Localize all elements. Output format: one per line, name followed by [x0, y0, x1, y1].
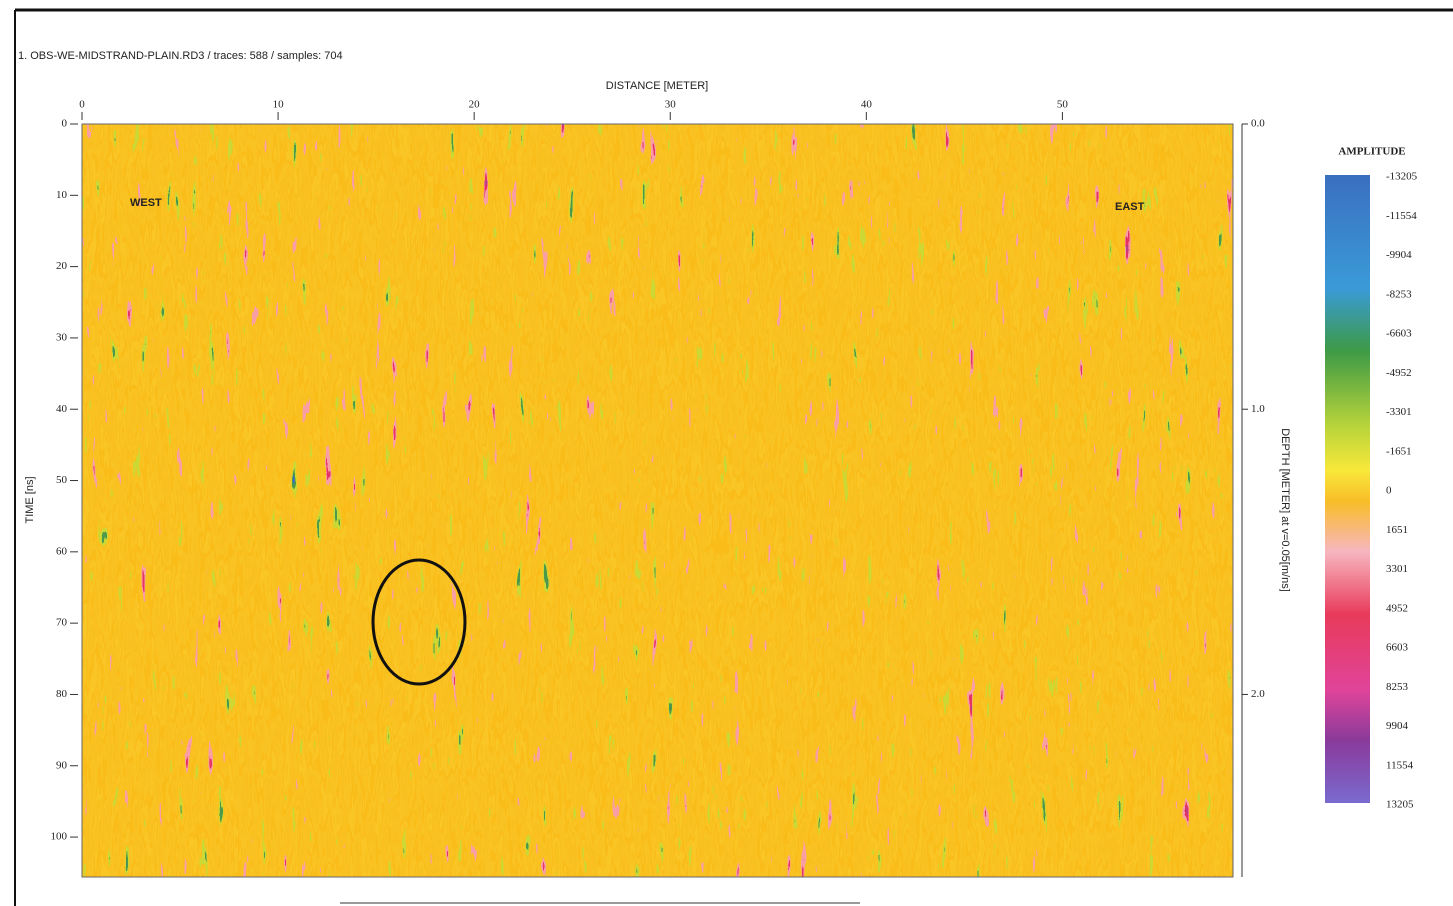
y-tick-label: 80 [56, 688, 68, 700]
y-tick-label: 30 [56, 331, 68, 343]
y2-axis-label: DEPTH [METER] at v=0.05[m/ns] [1279, 428, 1291, 592]
colorbar [1325, 175, 1370, 803]
window-title: 1. OBS-WE-MIDSTRAND-PLAIN.RD3 / traces: … [18, 50, 343, 62]
colorbar-label: 1651 [1386, 524, 1408, 536]
colorbar-label: -9904 [1386, 249, 1412, 261]
y-tick-label: 0 [62, 118, 68, 130]
colorbar-label: 11554 [1386, 759, 1414, 771]
x-axis-label: DISTANCE [METER] [606, 80, 708, 92]
page: 1. OBS-WE-MIDSTRAND-PLAIN.RD3 / traces: … [0, 0, 1453, 906]
y-tick-label: 10 [56, 189, 68, 201]
annotation: EAST [1115, 201, 1145, 213]
colorbar-title: AMPLITUDE [1338, 146, 1405, 158]
x-tick-label: 40 [861, 99, 873, 111]
screenshot: 1. OBS-WE-MIDSTRAND-PLAIN.RD3 / traces: … [0, 0, 1453, 906]
colorbar-label: 9904 [1386, 720, 1409, 732]
y-tick-label: 50 [56, 474, 68, 486]
y-tick-label: 20 [56, 260, 68, 272]
colorbar-label: -4952 [1386, 367, 1412, 379]
colorbar-label: 3301 [1386, 563, 1408, 575]
y-axis-label: TIME [ns] [24, 476, 36, 523]
x-tick-label: 20 [469, 99, 481, 111]
colorbar-label: -6603 [1386, 328, 1412, 340]
y-tick-label: 100 [51, 831, 68, 843]
y-tick-label: 40 [56, 403, 68, 415]
y2-tick-label: 1.0 [1251, 403, 1265, 415]
y-tick-label: 90 [56, 759, 68, 771]
colorbar-label: 8253 [1386, 681, 1409, 693]
y-tick-label: 60 [56, 545, 68, 557]
x-tick-label: 0 [79, 99, 85, 111]
colorbar-label: -8253 [1386, 288, 1412, 300]
x-tick-label: 10 [273, 99, 285, 111]
y2-tick-label: 0.0 [1251, 118, 1265, 130]
colorbar-label: 13205 [1386, 799, 1414, 811]
y2-tick-label: 2.0 [1251, 688, 1265, 700]
colorbar-label: -13205 [1386, 171, 1418, 183]
colorbar-label: 0 [1386, 485, 1392, 497]
colorbar-label: 6603 [1386, 642, 1409, 654]
x-tick-label: 50 [1057, 99, 1069, 111]
colorbar-label: -11554 [1386, 210, 1417, 222]
y-tick-label: 70 [56, 617, 68, 629]
colorbar-label: 4952 [1386, 602, 1408, 614]
annotation: WEST [130, 197, 162, 209]
colorbar-label: -1651 [1386, 445, 1412, 457]
colorbar-label: -3301 [1386, 406, 1412, 418]
radargram [82, 124, 1233, 877]
x-tick-label: 30 [665, 99, 677, 111]
